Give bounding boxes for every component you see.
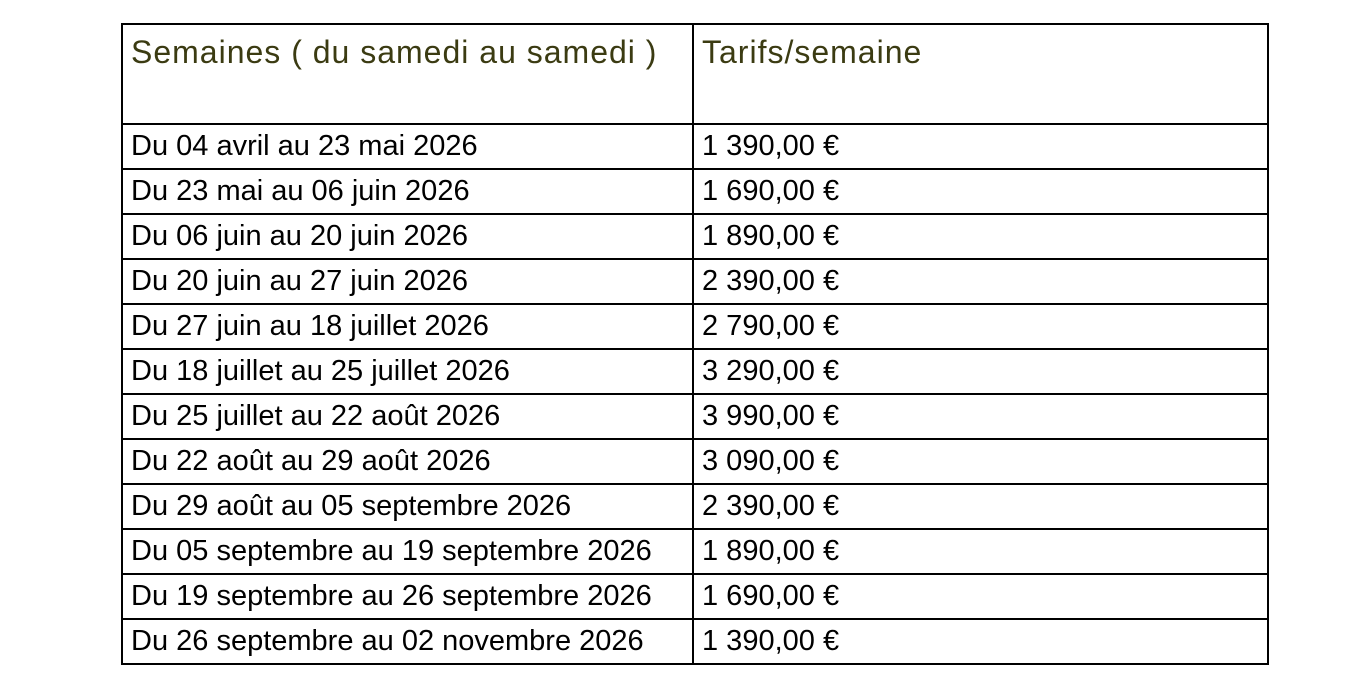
price-cell: 1 890,00 € xyxy=(692,528,1269,575)
week-cell: Du 23 mai au 06 juin 2026 xyxy=(121,168,694,215)
price-cell: 1 390,00 € xyxy=(692,618,1269,665)
pricing-table-container: Semaines ( du samedi au samedi ) Tarifs/… xyxy=(121,23,1269,665)
column-header-weeks: Semaines ( du samedi au samedi ) xyxy=(121,23,694,125)
price-cell: 1 890,00 € xyxy=(692,213,1269,260)
week-cell: Du 19 septembre au 26 septembre 2026 xyxy=(121,573,694,620)
table-row: Du 22 août au 29 août 2026 3 090,00 € xyxy=(121,438,1269,485)
price-cell: 2 390,00 € xyxy=(692,258,1269,305)
tariff-table-body: Du 04 avril au 23 mai 2026 1 390,00 € Du… xyxy=(121,123,1269,665)
week-cell: Du 22 août au 29 août 2026 xyxy=(121,438,694,485)
table-row: Du 23 mai au 06 juin 2026 1 690,00 € xyxy=(121,168,1269,215)
table-row: Du 18 juillet au 25 juillet 2026 3 290,0… xyxy=(121,348,1269,395)
tariff-table: Semaines ( du samedi au samedi ) Tarifs/… xyxy=(121,23,1269,665)
week-cell: Du 29 août au 05 septembre 2026 xyxy=(121,483,694,530)
price-cell: 2 790,00 € xyxy=(692,303,1269,350)
week-cell: Du 25 juillet au 22 août 2026 xyxy=(121,393,694,440)
table-row: Du 26 septembre au 02 novembre 2026 1 39… xyxy=(121,618,1269,665)
table-row: Du 05 septembre au 19 septembre 2026 1 8… xyxy=(121,528,1269,575)
price-cell: 3 090,00 € xyxy=(692,438,1269,485)
table-row: Du 27 juin au 18 juillet 2026 2 790,00 € xyxy=(121,303,1269,350)
week-cell: Du 04 avril au 23 mai 2026 xyxy=(121,123,694,170)
table-row: Du 06 juin au 20 juin 2026 1 890,00 € xyxy=(121,213,1269,260)
table-row: Du 25 juillet au 22 août 2026 3 990,00 € xyxy=(121,393,1269,440)
week-cell: Du 27 juin au 18 juillet 2026 xyxy=(121,303,694,350)
price-cell: 1 690,00 € xyxy=(692,573,1269,620)
price-cell: 1 390,00 € xyxy=(692,123,1269,170)
price-cell: 3 290,00 € xyxy=(692,348,1269,395)
week-cell: Du 05 septembre au 19 septembre 2026 xyxy=(121,528,694,575)
table-row: Du 04 avril au 23 mai 2026 1 390,00 € xyxy=(121,123,1269,170)
table-row: Du 20 juin au 27 juin 2026 2 390,00 € xyxy=(121,258,1269,305)
week-cell: Du 20 juin au 27 juin 2026 xyxy=(121,258,694,305)
week-cell: Du 06 juin au 20 juin 2026 xyxy=(121,213,694,260)
price-cell: 2 390,00 € xyxy=(692,483,1269,530)
price-cell: 3 990,00 € xyxy=(692,393,1269,440)
table-row: Du 29 août au 05 septembre 2026 2 390,00… xyxy=(121,483,1269,530)
column-header-price: Tarifs/semaine xyxy=(692,23,1269,125)
table-row: Du 19 septembre au 26 septembre 2026 1 6… xyxy=(121,573,1269,620)
week-cell: Du 26 septembre au 02 novembre 2026 xyxy=(121,618,694,665)
week-cell: Du 18 juillet au 25 juillet 2026 xyxy=(121,348,694,395)
price-cell: 1 690,00 € xyxy=(692,168,1269,215)
header-row: Semaines ( du samedi au samedi ) Tarifs/… xyxy=(121,23,1269,125)
